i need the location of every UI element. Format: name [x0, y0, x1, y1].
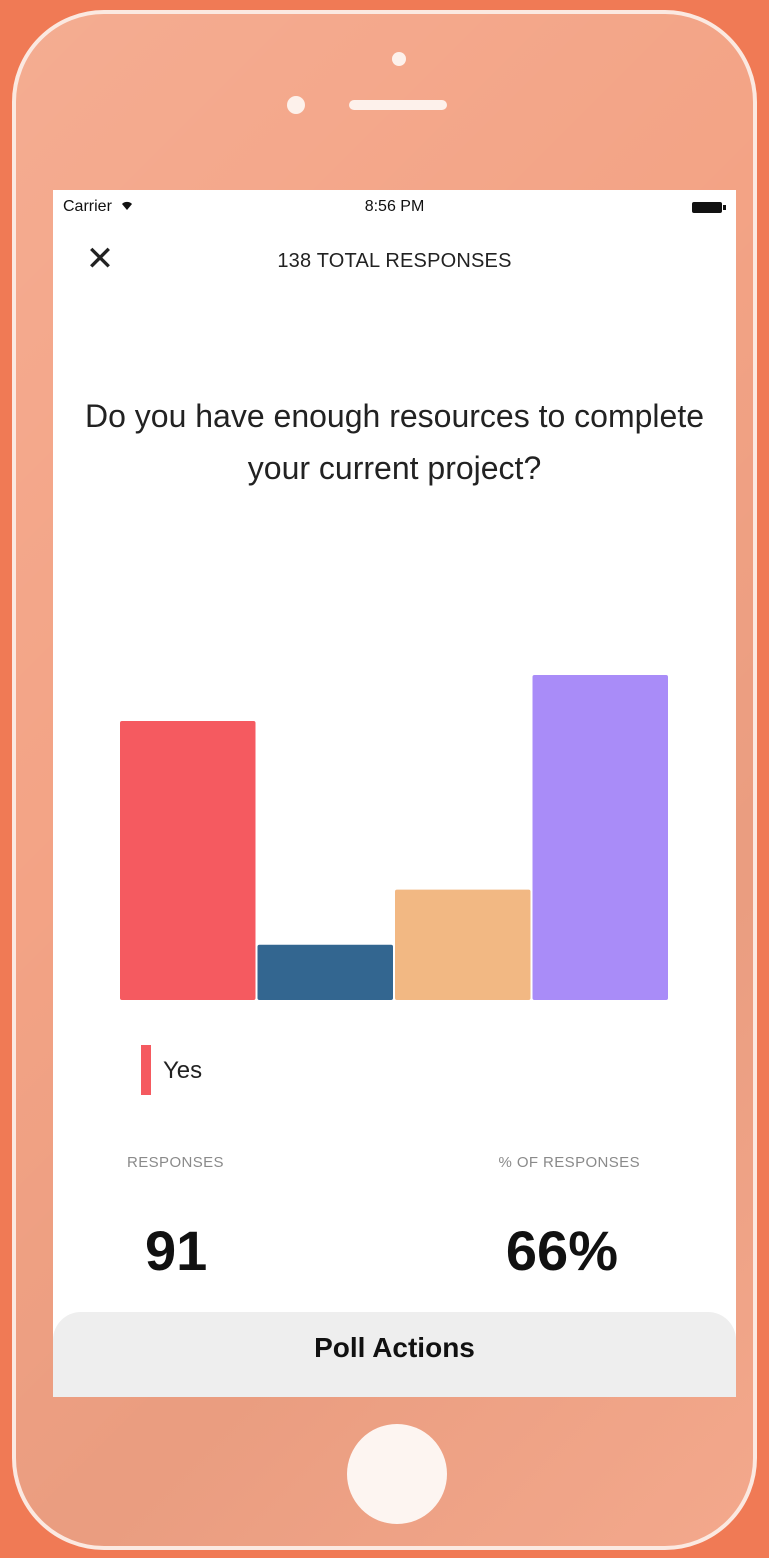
proximity-sensor	[287, 96, 305, 114]
status-time: 8:56 PM	[364, 198, 425, 215]
legend-label-yes: Yes	[163, 1057, 203, 1084]
poll-question: Do you have enough resources to complete…	[84, 398, 705, 486]
carrier-text: Carrier	[63, 198, 112, 215]
chart-bar-2[interactable]	[257, 944, 394, 1000]
wifi-icon	[120, 198, 134, 214]
total-responses-title: 138 TOTAL RESPONSES	[277, 250, 512, 272]
chart-bar-1[interactable]	[120, 720, 256, 1000]
chart-bar-3[interactable]	[395, 889, 531, 1000]
responses-bar-chart	[120, 675, 669, 1000]
carrier-label: Carrier	[63, 198, 134, 216]
responses-percent: 66%	[505, 1219, 618, 1282]
responses-label: RESPONSES	[127, 1154, 224, 1171]
percent-responses-label: % OF RESPONSES	[498, 1154, 640, 1171]
home-button[interactable]	[347, 1424, 447, 1524]
poll-actions-button[interactable]: Poll Actions	[314, 1332, 475, 1363]
legend-swatch-yes	[141, 1045, 151, 1095]
close-icon[interactable]: ✕	[85, 240, 115, 278]
front-camera	[392, 52, 406, 66]
earpiece-speaker	[349, 100, 447, 110]
status-bar: Carrier 8:56 PM	[53, 190, 736, 226]
poll-actions-bar[interactable]: Poll Actions	[53, 1312, 736, 1397]
battery-icon	[692, 202, 726, 213]
chart-bar-4[interactable]	[532, 675, 669, 1000]
responses-count: 91	[145, 1219, 208, 1282]
app-screen: Carrier 8:56 PM ✕ 138 TOTAL RESPONSES Do…	[53, 190, 736, 1397]
